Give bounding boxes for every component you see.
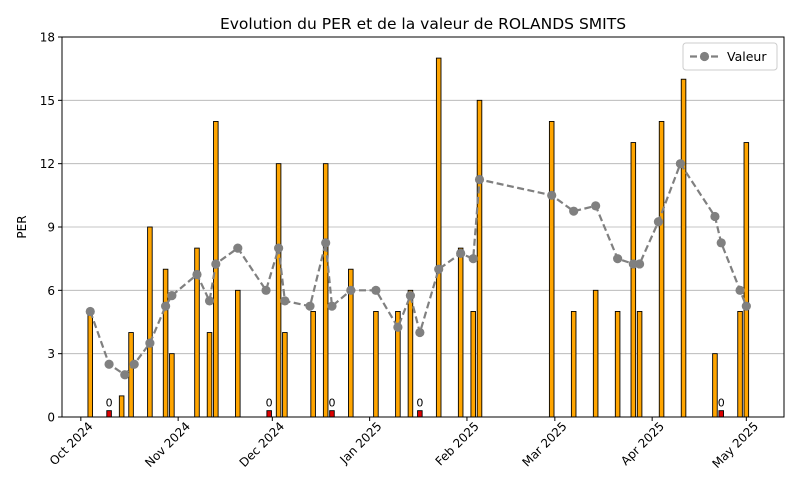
valeur-point — [393, 322, 403, 332]
per-bar — [87, 310, 94, 418]
per-bar — [712, 353, 718, 418]
per-bar — [680, 78, 687, 418]
per-bar — [457, 247, 464, 418]
valeur-point — [456, 248, 466, 258]
valeur-point — [735, 285, 745, 295]
valeur-point — [305, 301, 315, 311]
bar-value-label: 0 — [416, 397, 423, 410]
per-bar — [128, 332, 134, 418]
per-bar — [743, 142, 750, 418]
valeur-point — [710, 211, 720, 222]
per-bar — [310, 310, 316, 418]
valeur-point — [716, 238, 726, 248]
per-bar-zero — [106, 410, 112, 418]
valeur-point — [261, 285, 271, 295]
per-bar — [548, 120, 555, 418]
valeur-point — [405, 291, 416, 301]
line-layer — [85, 159, 751, 380]
valeur-point — [613, 254, 623, 264]
bar-value-label: 0 — [106, 397, 113, 410]
per-bar — [737, 310, 743, 418]
y-tick-label: 6 — [47, 284, 55, 298]
chart-title: Evolution du PER et de la valeur de ROLA… — [220, 15, 626, 33]
per-bar — [275, 163, 282, 418]
per-bar — [322, 163, 329, 418]
legend-marker-swatch — [699, 51, 710, 62]
valeur-point — [741, 301, 751, 311]
per-bar — [570, 310, 577, 418]
per-bar — [592, 289, 599, 418]
valeur-point — [129, 359, 139, 369]
per-bar — [147, 226, 153, 418]
per-bar — [282, 332, 288, 418]
valeur-point — [468, 254, 478, 264]
bar-value-label: 0 — [266, 397, 273, 410]
valeur-point — [569, 206, 579, 216]
per-bar — [373, 310, 379, 418]
valeur-point — [653, 217, 664, 227]
valeur-point — [591, 201, 601, 211]
valeur-point — [160, 301, 171, 311]
bar-labels-layer: 0 0 0 0 0 — [106, 397, 725, 410]
valeur-point — [167, 291, 177, 301]
per-bar — [213, 120, 219, 418]
valeur-point — [434, 264, 444, 274]
y-tick-label: 18 — [40, 31, 55, 45]
per-bar — [476, 99, 483, 418]
per-bar — [169, 353, 175, 418]
per-bar — [118, 395, 125, 418]
valeur-point — [274, 243, 284, 253]
bar-value-label: 0 — [328, 397, 335, 410]
per-bar-zero — [718, 410, 724, 418]
valeur-point — [280, 296, 290, 306]
valeur-point — [211, 259, 221, 269]
per-bar-zero — [329, 410, 335, 418]
valeur-point — [327, 301, 337, 311]
per-bar-zero — [266, 410, 272, 418]
valeur-point — [371, 285, 381, 295]
valeur-point — [635, 259, 645, 269]
per-bar — [206, 332, 213, 418]
per-bar — [636, 310, 643, 418]
valeur-point — [192, 269, 202, 280]
y-tick-label: 12 — [40, 157, 55, 171]
per-bar — [235, 289, 241, 418]
legend-label: Valeur — [727, 49, 767, 64]
valeur-point — [104, 359, 114, 369]
valeur-point — [145, 338, 155, 348]
valeur-point — [675, 159, 686, 169]
valeur-point — [415, 327, 425, 338]
per-bar — [162, 268, 169, 418]
y-tick-label: 0 — [47, 411, 55, 425]
bars-layer — [87, 57, 750, 418]
per-bar — [470, 310, 476, 418]
bar-value-label: 0 — [718, 397, 725, 410]
per-bar — [658, 120, 665, 418]
y-tick-label: 9 — [47, 221, 55, 235]
y-tick-label: 3 — [47, 347, 55, 361]
y-tick-label: 15 — [40, 94, 55, 108]
per-bar — [630, 142, 637, 418]
valeur-point — [204, 296, 215, 306]
legend: Valeur — [682, 42, 778, 71]
valeur-point — [233, 243, 243, 253]
valeur-point — [474, 174, 485, 185]
per-bar-zero — [417, 410, 423, 418]
y-axis-label: PER — [15, 215, 29, 238]
valeur-point — [120, 370, 130, 380]
per-bar — [614, 310, 621, 418]
per-bar — [435, 57, 442, 418]
valeur-point — [321, 238, 331, 248]
valeur-point — [346, 285, 356, 295]
per-bar — [407, 289, 414, 418]
valeur-point — [85, 306, 95, 317]
legend-box — [682, 42, 778, 71]
valeur-point — [547, 190, 557, 200]
